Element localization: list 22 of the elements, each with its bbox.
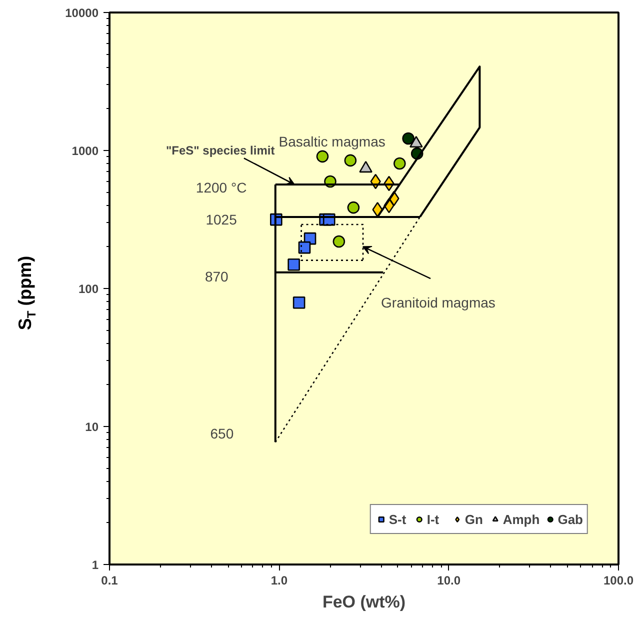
y-tick-label: 1000 <box>72 144 99 158</box>
legend-label: Amph <box>502 512 540 526</box>
y-tick-label: 10000 <box>65 6 99 20</box>
legend-label: Gab <box>558 512 583 526</box>
y-tick-label: 100 <box>78 282 99 296</box>
y-tick-label: 10 <box>85 420 99 434</box>
annotation: 1025 <box>206 212 238 228</box>
annotation: 650 <box>210 425 234 442</box>
x-tick-label: 0.1 <box>101 574 118 588</box>
annotation: 1200 °C <box>196 179 247 196</box>
x-tick-label: 1.0 <box>270 574 288 588</box>
legend-label: I-t <box>426 512 440 526</box>
annotation: 870 <box>204 268 229 285</box>
annotation: Granitoid magmas <box>381 294 496 311</box>
annotation: "FeS" species limit <box>166 144 275 158</box>
legend-label: Gn <box>464 512 484 526</box>
y-tick-label: 1 <box>92 558 99 572</box>
legend-label: S-t <box>388 512 408 526</box>
annotation: Basaltic magmas <box>278 134 386 150</box>
x-tick-label: 10.0 <box>437 574 461 588</box>
x-tick-label: 100.0 <box>603 574 634 588</box>
x-axis-title: FeO (wt%) <box>322 592 406 612</box>
